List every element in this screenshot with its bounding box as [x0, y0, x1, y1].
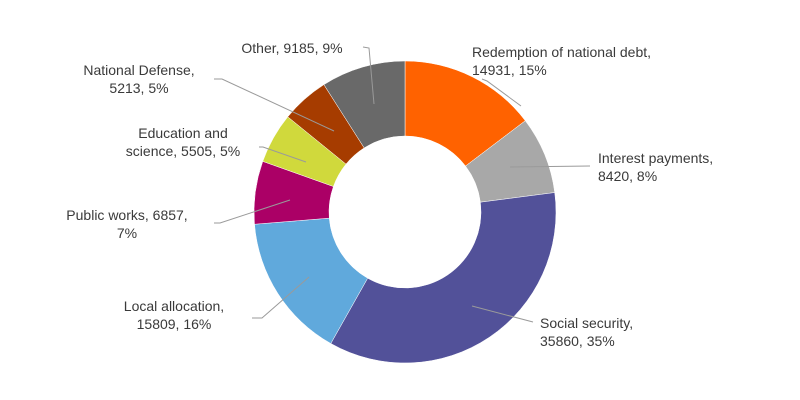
slice-label: Social security, 35860, 35%	[540, 315, 633, 349]
slice-label: Public works, 6857, 7%	[66, 207, 187, 241]
leader-line	[214, 199, 291, 224]
slice-label-line: Redemption of national debt,	[472, 44, 651, 60]
slices-group	[253, 60, 557, 364]
slice-label: Redemption of national debt, 14931, 15%	[472, 44, 651, 78]
slice-label-line: Education and	[138, 125, 228, 141]
slice-label: Other, 9185, 9%	[241, 40, 342, 56]
slice-label-line: Local allocation,	[124, 298, 224, 314]
slice-label-line: 8420, 8%	[598, 168, 657, 184]
leader-line	[471, 305, 534, 323]
labels-group: Redemption of national debt, 14931, 15% In…	[66, 40, 713, 349]
slice-label-line: 14931, 15%	[472, 62, 547, 78]
slice-label-line: 35860, 35%	[540, 333, 615, 349]
leader-line	[214, 78, 335, 132]
slice-label: Education and science, 5505, 5%	[126, 125, 240, 159]
leader-line	[362, 46, 375, 105]
slice-label: Local allocation, 15809, 16%	[124, 298, 224, 332]
slice-label-line: 7%	[117, 225, 137, 241]
leader-line	[259, 146, 307, 163]
slice-label-line: Social security,	[540, 315, 633, 331]
leader-line	[252, 276, 310, 319]
slice-label-line: Public works, 6857,	[66, 207, 187, 223]
slice-label-line: National Defense,	[83, 62, 194, 78]
leader-line	[481, 78, 522, 107]
slice-social-security	[330, 192, 557, 364]
slice-label: Interest payments, 8420, 8%	[598, 150, 713, 184]
slice-label-line: Interest payments,	[598, 150, 713, 166]
slice-other	[323, 60, 406, 149]
slice-label-line: 15809, 16%	[137, 316, 212, 332]
slice-label: National Defense, 5213, 5%	[83, 62, 194, 96]
slice-label-line: Other, 9185, 9%	[241, 40, 342, 56]
leader-line	[509, 165, 591, 168]
slice-label-line: science, 5505, 5%	[126, 143, 240, 159]
leader-lines-group	[214, 46, 591, 323]
slice-label-line: 5213, 5%	[109, 80, 168, 96]
